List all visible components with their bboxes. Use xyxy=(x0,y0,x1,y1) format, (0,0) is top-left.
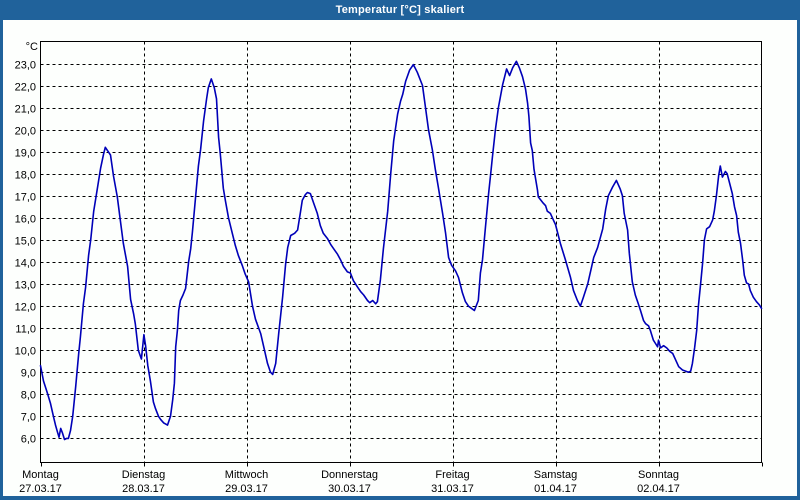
day-weekday-label: Mittwoch xyxy=(225,469,268,481)
y-axis-tick-label: 14,0 xyxy=(15,258,36,270)
y-axis-tick-label: 19,0 xyxy=(15,148,36,160)
y-axis-tick-label: 13,0 xyxy=(15,280,36,292)
window-titlebar[interactable]: Temperatur [°C] skaliert xyxy=(0,0,800,20)
y-axis-tick-label: 8,0 xyxy=(21,390,36,402)
y-axis-tick-label: 22,0 xyxy=(15,82,36,94)
day-weekday-label: Donnerstag xyxy=(321,469,378,481)
y-axis-tick-label: 7,0 xyxy=(21,412,36,424)
plot-border xyxy=(40,41,762,463)
window-title: Temperatur [°C] skaliert xyxy=(335,4,465,16)
day-weekday-label: Dienstag xyxy=(122,469,165,481)
y-axis-tick-label: 18,0 xyxy=(15,170,36,182)
day-weekday-label: Samstag xyxy=(534,469,577,481)
y-axis-tick-label: 21,0 xyxy=(15,104,36,116)
y-axis-tick-label: 9,0 xyxy=(21,368,36,380)
day-date-label: 02.04.17 xyxy=(637,483,680,495)
y-axis-tick-label: 15,0 xyxy=(15,236,36,248)
y-axis-tick-label: 17,0 xyxy=(15,192,36,204)
y-axis-tick-label: 12,0 xyxy=(15,302,36,314)
y-axis-tick-label: 23,0 xyxy=(15,60,36,72)
y-axis-tick-label: 16,0 xyxy=(15,214,36,226)
day-date-label: 27.03.17 xyxy=(19,483,62,495)
day-weekday-label: Montag xyxy=(22,469,59,481)
day-weekday-label: Sonntag xyxy=(638,469,679,481)
day-date-label: 01.04.17 xyxy=(534,483,577,495)
y-axis-tick-label: 11,0 xyxy=(15,324,36,336)
y-axis-unit-label: °C xyxy=(26,41,38,53)
day-date-label: 29.03.17 xyxy=(225,483,268,495)
temperature-curve xyxy=(39,60,763,441)
day-date-label: 30.03.17 xyxy=(328,483,371,495)
day-date-label: 28.03.17 xyxy=(122,483,165,495)
day-date-label: 31.03.17 xyxy=(431,483,474,495)
day-weekday-label: Freitag xyxy=(435,469,469,481)
y-axis-tick-label: 6,0 xyxy=(21,434,36,446)
y-axis-tick-label: 20,0 xyxy=(15,126,36,138)
y-axis-tick-label: 10,0 xyxy=(15,346,36,358)
